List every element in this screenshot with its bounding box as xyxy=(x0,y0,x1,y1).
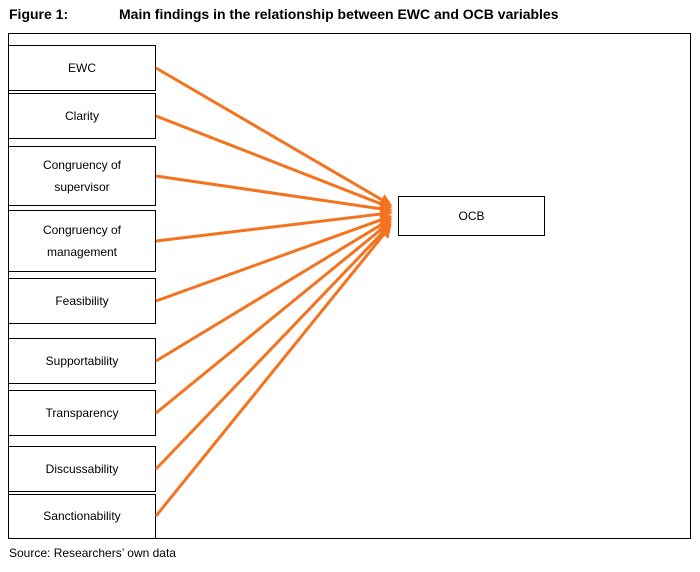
variable-box-transparency: Transparency xyxy=(8,390,156,436)
variable-label: Clarity xyxy=(64,108,99,123)
variable-label: Feasibility xyxy=(55,293,109,308)
figure-title-text: Main findings in the relationship betwee… xyxy=(119,6,559,22)
variable-box-sanctionability: Sanctionability xyxy=(8,494,156,539)
variable-label: Sanctionability xyxy=(43,509,121,524)
variable-box-clarity: Clarity xyxy=(8,93,156,139)
variable-label: Transparency xyxy=(45,405,119,420)
ocb-box: OCB xyxy=(398,196,545,236)
ocb-label: OCB xyxy=(458,209,485,223)
variable-box-ewc: EWC xyxy=(8,45,156,91)
variable-box-congruency-management: Congruency of management xyxy=(8,210,156,272)
variable-label: Congruency of management xyxy=(42,222,122,259)
variable-label: EWC xyxy=(68,60,96,75)
variable-label: Supportability xyxy=(45,353,119,368)
variable-label: Discussability xyxy=(45,461,119,476)
variable-box-supportability: Supportability xyxy=(8,338,156,384)
variable-box-congruency-supervisor: Congruency of supervisor xyxy=(8,146,156,206)
variable-label: Congruency of supervisor xyxy=(42,157,122,194)
variable-box-discussability: Discussability xyxy=(8,446,156,492)
figure-title: Figure 1: Main findings in the relations… xyxy=(9,6,559,22)
variable-box-feasibility: Feasibility xyxy=(8,278,156,324)
figure-label: Figure 1: xyxy=(9,6,69,22)
source-note: Source: Researchers’ own data xyxy=(9,546,176,560)
